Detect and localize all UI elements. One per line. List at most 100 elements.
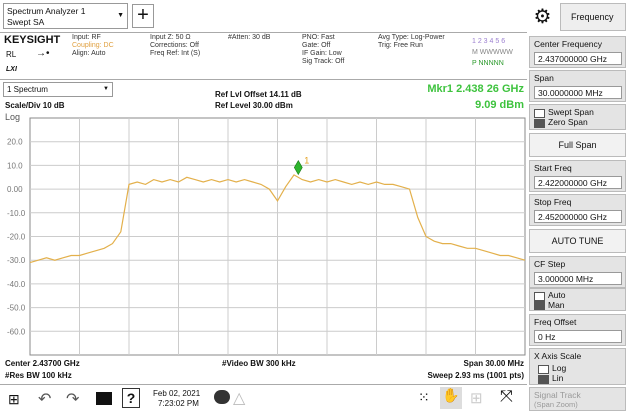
tile-label: X Axis Scale: [534, 351, 582, 361]
y-tick-label: 0.00: [7, 185, 23, 194]
window-dropdown[interactable]: 1 Spectrum ▼: [3, 82, 113, 97]
dropdown-arrow: ▼: [103, 86, 109, 92]
ref-offset: Ref Lvl Offset 14.11 dB: [215, 90, 302, 99]
fullscreen-icon[interactable]: ⤧: [500, 388, 513, 405]
time: 7:23:02 PM: [158, 399, 199, 408]
date: Feb 02, 2021: [153, 389, 201, 398]
add-button[interactable]: +: [132, 4, 154, 28]
marker-amp: 9.09 dBm: [475, 99, 524, 111]
signal-track-tile[interactable]: Signal Track (Span Zoom): [529, 387, 626, 411]
y-tick-label: -60.0: [7, 327, 26, 336]
trace: [29, 174, 526, 264]
windows-icon[interactable]: ⊞: [8, 391, 20, 407]
center-frequency-tile[interactable]: Center Frequency 2.437000000 GHz: [529, 36, 626, 68]
tile-label: Signal Track: [534, 390, 581, 400]
info-line: Corrections: Off: [150, 42, 199, 49]
tile-label: Stop Freq: [534, 197, 572, 207]
ref-level: Ref Level 30.00 dBm: [215, 101, 293, 110]
undo-icon[interactable]: ↶: [38, 391, 52, 408]
tile-value: 2.437000000 GHz: [534, 52, 622, 65]
cf-mode-tile[interactable]: Auto Man: [529, 288, 626, 311]
option: Log: [552, 363, 567, 373]
tile-value: 2.452000000 GHz: [534, 210, 622, 223]
checkbox: [538, 375, 549, 384]
vbw: #Video BW 300 kHz: [222, 359, 296, 368]
info-line: P NNNNN: [472, 60, 504, 67]
y-tick-label: -50.0: [7, 304, 26, 313]
option: Auto: [548, 290, 566, 300]
scale: Scale/Div 10 dB: [5, 101, 65, 110]
tile-label: CF Step: [534, 259, 566, 269]
mode: Swept SA: [7, 17, 45, 27]
center-freq: Center 2.43700 GHz: [5, 359, 80, 368]
tile-sub: (Span Zoom): [534, 400, 578, 409]
dots-icon[interactable]: ⁙: [418, 389, 430, 405]
span-tile[interactable]: Span 30.0000000 MHz: [529, 70, 626, 102]
checkbox: [534, 292, 545, 301]
option: Lin: [552, 373, 564, 383]
tile-label: Freq Offset: [534, 317, 577, 327]
y-tick-label: -30.0: [7, 256, 26, 265]
tile-label: Center Frequency: [534, 39, 603, 49]
span: Span 30.00 MHz: [463, 359, 524, 368]
window-name: 1 Spectrum: [7, 85, 48, 94]
checkbox: [534, 119, 545, 128]
option: Zero Span: [548, 117, 588, 127]
lxi: LXI: [6, 66, 17, 73]
info-line: Input Z: 50 Ω: [150, 34, 191, 41]
atten-info: #Atten: 30 dB: [228, 34, 270, 42]
mode-dropdown[interactable]: Spectrum Analyzer 1 Swept SA ▼: [3, 3, 128, 29]
input-z-info: Input Z: 50 Ω Corrections: Off Freq Ref: I…: [150, 34, 200, 58]
trace-info: 1 2 3 4 5 6 M WWWWW P NNNNN: [472, 36, 513, 69]
info-line: 1 2 3 4 5 6: [472, 38, 506, 45]
y-tick-label: -40.0: [7, 280, 26, 289]
checkbox: [534, 109, 545, 118]
window-title: Spectrum Analyzer 1: [7, 6, 86, 16]
sweep: Sweep 2.93 ms (1001 pts): [427, 371, 525, 380]
tile-value: 30.0000000 MHz: [534, 86, 622, 99]
info-line: M WWWWW: [472, 49, 513, 56]
option: Man: [548, 300, 565, 310]
freq-offset-tile[interactable]: Freq Offset 0 Hz: [529, 314, 626, 346]
info-line: #Atten: 30 dB: [228, 34, 271, 41]
checkbox: [538, 365, 549, 374]
cf-step-tile[interactable]: CF Step 3.000000 MHz: [529, 256, 626, 288]
full-span-button[interactable]: Full Span: [529, 133, 626, 157]
chat-icon[interactable]: [214, 390, 230, 404]
rbw: #Res BW 100 kHz: [5, 371, 72, 380]
tile-label: Start Freq: [534, 163, 572, 173]
tile-value: 0 Hz: [534, 330, 622, 343]
touch-icon[interactable]: ✋: [440, 387, 462, 409]
log-label: Log: [5, 112, 21, 122]
dropdown-arrow: ▼: [117, 12, 124, 19]
folder-icon[interactable]: [96, 392, 112, 405]
info-bar: [0, 32, 527, 80]
info-line: Trig: Free Run: [378, 42, 423, 49]
y-tick-label: -20.0: [7, 233, 26, 242]
tile-value: 3.000000 MHz: [534, 272, 622, 285]
redo-icon[interactable]: ↷: [66, 391, 80, 408]
option: Swept Span: [548, 107, 594, 117]
auto-tune-button[interactable]: AUTO TUNE: [529, 229, 626, 253]
grid-icon[interactable]: ⊞: [470, 390, 483, 407]
start-freq-tile[interactable]: Start Freq 2.422000000 GHz: [529, 160, 626, 192]
info-line: IF Gain: Low: [302, 50, 342, 57]
info-line: Coupling: DC: [72, 42, 114, 49]
rl: RL: [6, 50, 17, 59]
info-line: PNO: Fast: [302, 34, 335, 41]
spectrum-plot: 20.0 10.0 0.00 -10.0 -20.0 -30.0 -40.0 -50.0 -60…: [7, 117, 526, 356]
x-axis-scale-tile[interactable]: X Axis Scale Log Lin: [529, 348, 626, 385]
info-line: Sig Track: Off: [302, 58, 345, 65]
checkbox: [534, 301, 545, 310]
info-line: Gate: Off: [302, 42, 331, 49]
stop-freq-tile[interactable]: Stop Freq 2.452000000 GHz: [529, 194, 626, 226]
help-button[interactable]: ?: [122, 388, 140, 408]
settings-icon[interactable]: ⚙: [533, 6, 552, 28]
span-mode-tile[interactable]: Swept Span Zero Span: [529, 104, 626, 130]
brand: KEYSIGHT: [4, 34, 61, 46]
y-tick-label: 20.0: [7, 138, 23, 147]
frequency-tab[interactable]: Frequency: [560, 3, 626, 31]
input-info: Input: RF Coupling: DC Align: Auto: [72, 34, 114, 58]
info-line: Input: RF: [72, 34, 101, 41]
y-tick-label: 10.0: [7, 161, 23, 170]
